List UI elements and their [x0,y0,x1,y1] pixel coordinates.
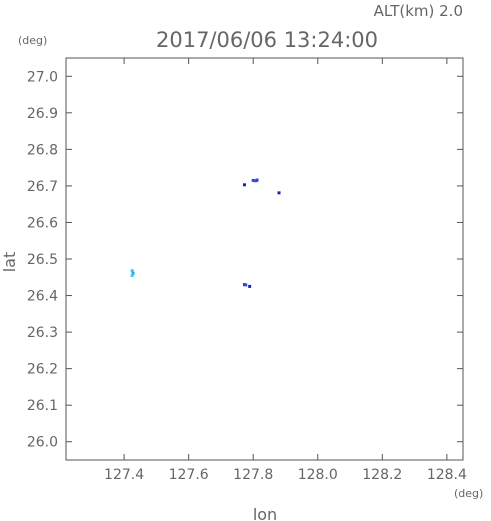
chart-title: 2017/06/06 13:24:00 [156,28,378,52]
x-tick-label: 128.0 [298,467,338,483]
data-point [131,271,135,275]
y-tick-label: 26.6 [27,215,58,231]
x-tick-label: 128.4 [427,467,467,483]
data-point [277,191,281,195]
data-point [248,284,252,288]
data-point [244,283,248,287]
data-point [130,269,134,273]
plot-frame [65,57,464,461]
altitude-label: ALT(km) 2.0 [374,2,463,20]
x-tick-label: 128.2 [362,467,402,483]
data-point [255,178,259,182]
y-tick-label: 26.8 [27,142,58,158]
x-tick-label: 127.4 [104,467,144,483]
y-axis-label: lat [0,252,19,273]
data-points [130,178,281,288]
x-unit-label: (deg) [454,487,483,500]
x-axis: 127.4 127.6 127.8 128.0 128.2 128.4 [104,58,467,483]
data-point [251,178,255,182]
x-tick-label: 127.6 [169,467,209,483]
y-tick-label: 26.2 [27,362,58,378]
data-point [130,273,134,277]
y-tick-label: 26.9 [27,106,58,122]
y-tick-label: 26.7 [27,179,58,195]
y-tick-label: 27.0 [27,69,58,85]
y-unit-label: (deg) [18,34,47,47]
y-tick-label: 26.0 [27,435,58,451]
y-axis: 26.0 26.1 26.2 26.3 26.4 26.5 26.6 26.7 26.8 26.9… [27,69,463,451]
data-point [242,183,246,187]
x-tick-label: 127.8 [233,467,273,483]
x-axis-label: lon [253,505,277,521]
y-tick-label: 26.4 [27,289,58,305]
y-tick-label: 26.3 [27,325,58,341]
y-tick-label: 26.1 [27,398,58,414]
y-tick-label: 26.5 [27,252,58,268]
